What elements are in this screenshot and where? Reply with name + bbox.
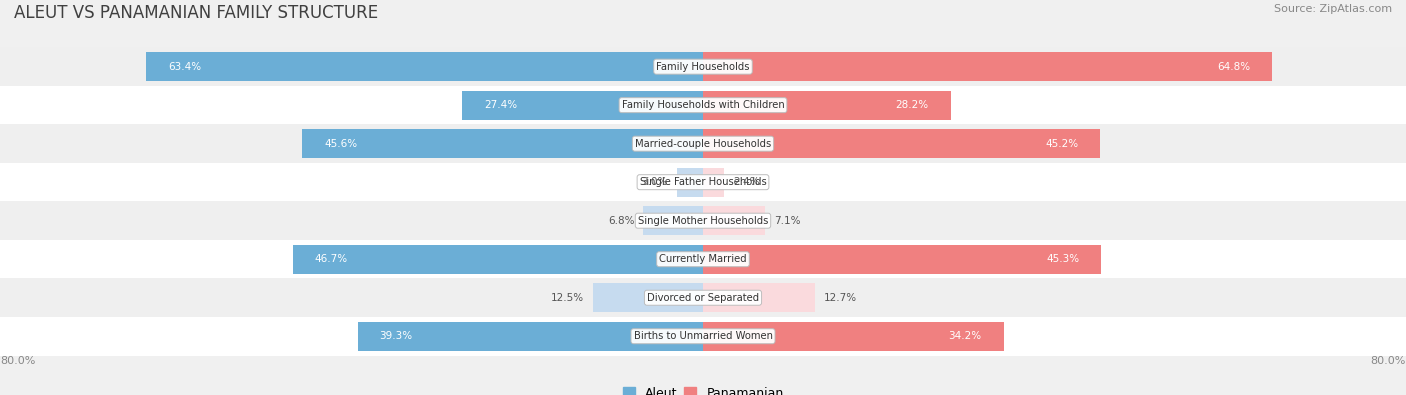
Text: 80.0%: 80.0% <box>0 356 35 365</box>
Text: 46.7%: 46.7% <box>315 254 347 264</box>
Bar <box>703 322 1004 351</box>
Bar <box>703 283 814 312</box>
Text: 45.6%: 45.6% <box>325 139 357 149</box>
Bar <box>644 206 703 235</box>
Text: ALEUT VS PANAMANIAN FAMILY STRUCTURE: ALEUT VS PANAMANIAN FAMILY STRUCTURE <box>14 4 378 22</box>
Text: 39.3%: 39.3% <box>380 331 413 341</box>
Text: 64.8%: 64.8% <box>1218 62 1250 71</box>
Legend: Aleut, Panamanian: Aleut, Panamanian <box>617 382 789 395</box>
Text: 2.4%: 2.4% <box>733 177 759 187</box>
Text: Married-couple Households: Married-couple Households <box>636 139 770 149</box>
Text: 12.7%: 12.7% <box>824 293 856 303</box>
Bar <box>703 91 950 120</box>
Bar <box>0 47 1406 86</box>
Bar <box>0 278 1406 317</box>
Text: 63.4%: 63.4% <box>167 62 201 71</box>
Text: Family Households: Family Households <box>657 62 749 71</box>
Text: Single Mother Households: Single Mother Households <box>638 216 768 226</box>
Bar <box>703 245 1101 274</box>
Text: Births to Unmarried Women: Births to Unmarried Women <box>634 331 772 341</box>
Bar <box>0 201 1406 240</box>
Text: 12.5%: 12.5% <box>551 293 585 303</box>
Text: 6.8%: 6.8% <box>607 216 634 226</box>
Bar <box>676 168 703 197</box>
Text: 3.0%: 3.0% <box>641 177 668 187</box>
Bar <box>0 240 1406 278</box>
Text: 7.1%: 7.1% <box>775 216 800 226</box>
Text: Source: ZipAtlas.com: Source: ZipAtlas.com <box>1274 4 1392 14</box>
Text: 80.0%: 80.0% <box>1371 356 1406 365</box>
Text: Currently Married: Currently Married <box>659 254 747 264</box>
Text: Divorced or Separated: Divorced or Separated <box>647 293 759 303</box>
Bar <box>357 322 703 351</box>
Bar <box>0 124 1406 163</box>
Bar <box>463 91 703 120</box>
Text: 27.4%: 27.4% <box>484 100 517 110</box>
Bar <box>703 206 765 235</box>
Bar <box>0 317 1406 356</box>
Bar <box>302 129 703 158</box>
Bar <box>703 52 1272 81</box>
Bar <box>146 52 703 81</box>
Bar <box>703 129 1099 158</box>
Text: 28.2%: 28.2% <box>896 100 929 110</box>
Bar <box>0 163 1406 201</box>
Text: Single Father Households: Single Father Households <box>640 177 766 187</box>
Bar <box>0 86 1406 124</box>
Text: 45.3%: 45.3% <box>1046 254 1080 264</box>
Text: 45.2%: 45.2% <box>1045 139 1078 149</box>
Bar <box>593 283 703 312</box>
Bar <box>703 168 724 197</box>
Bar <box>292 245 703 274</box>
Text: 34.2%: 34.2% <box>949 331 981 341</box>
Text: Family Households with Children: Family Households with Children <box>621 100 785 110</box>
